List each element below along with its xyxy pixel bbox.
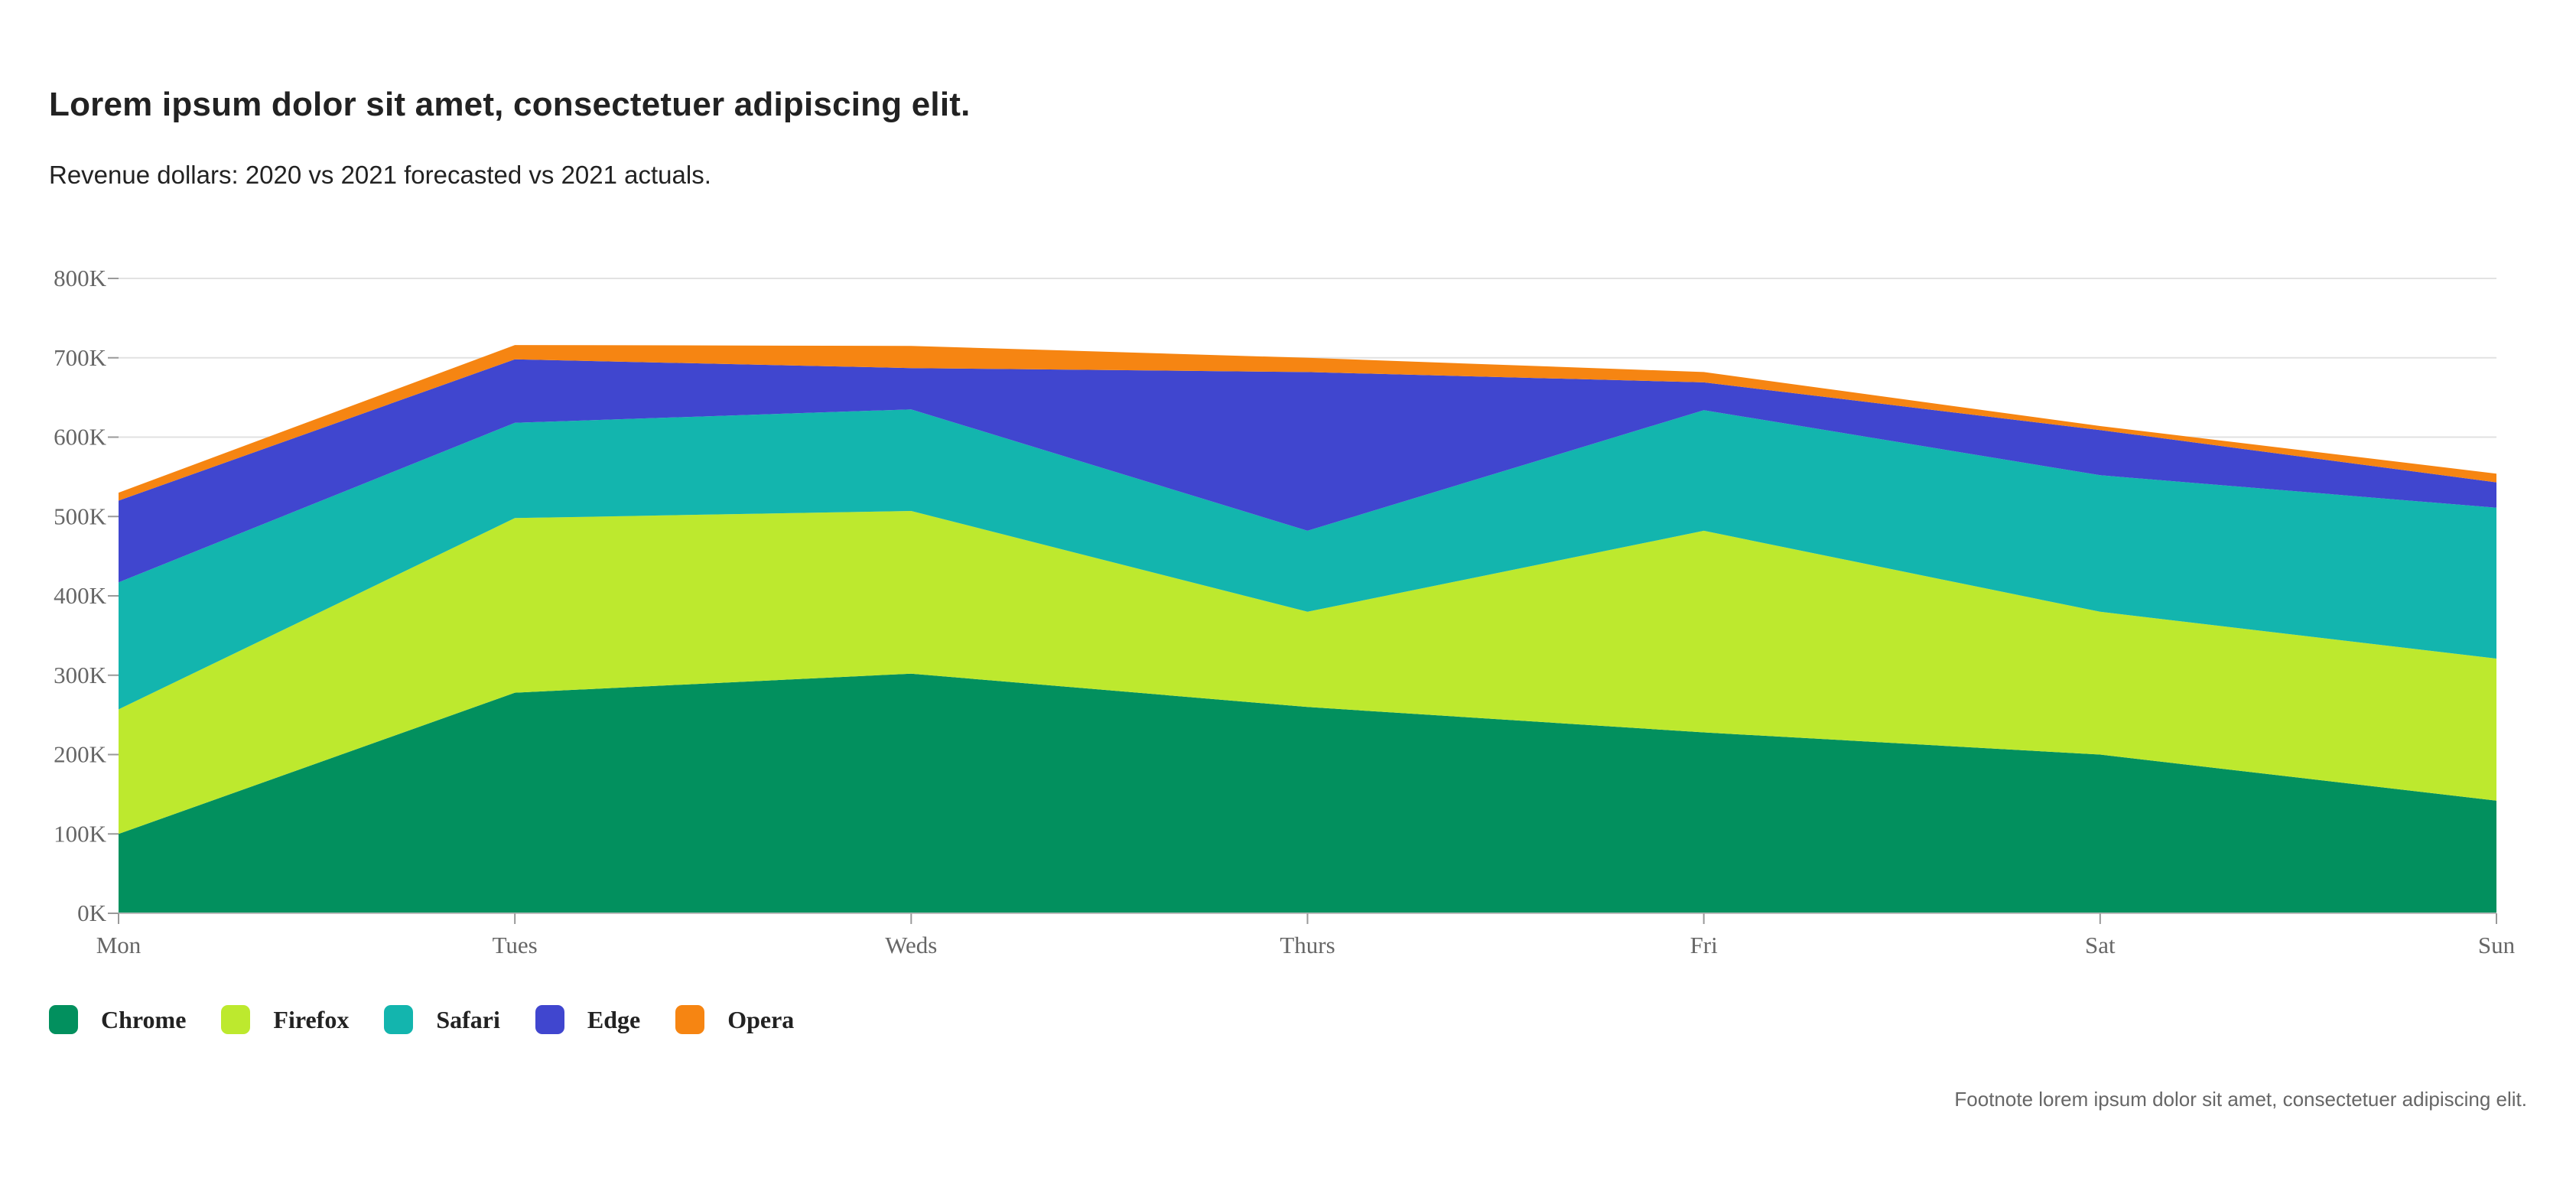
legend-label-chrome: Chrome [101, 1005, 187, 1033]
legend-label-firefox: Firefox [273, 1005, 350, 1033]
area-chrome [119, 673, 2496, 913]
legend-label-opera: Opera [727, 1005, 795, 1033]
legend-label-edge: Edge [587, 1005, 641, 1033]
y-tick-label: 100K [54, 820, 107, 847]
y-tick-label: 600K [54, 424, 107, 451]
chart-title: Lorem ipsum dolor sit amet, consectetuer… [49, 86, 971, 123]
area-firefox [119, 511, 2496, 835]
x-tick-label: Mon [96, 932, 141, 958]
chart-legend: Chrome Firefox Safari Edge Opera [49, 1005, 829, 1034]
legend-item-firefox[interactable]: Firefox [221, 1005, 349, 1034]
area-safari [119, 409, 2496, 710]
legend-item-chrome[interactable]: Chrome [49, 1005, 186, 1034]
legend-item-safari[interactable]: Safari [384, 1005, 500, 1034]
legend-item-opera[interactable]: Opera [675, 1005, 794, 1034]
legend-swatch-chrome [49, 1005, 78, 1034]
x-tick-label: Thurs [1280, 932, 1335, 958]
y-tick-label: 0K [77, 900, 107, 926]
y-tick-label: 200K [54, 741, 107, 768]
x-tick-label: Weds [885, 932, 937, 958]
y-tick-label: 400K [54, 582, 107, 609]
x-tick-label: Sun [2478, 932, 2516, 958]
legend-swatch-safari [384, 1005, 414, 1034]
legend-item-edge[interactable]: Edge [535, 1005, 640, 1034]
x-tick-label: Fri [1690, 932, 1719, 958]
legend-label-safari: Safari [436, 1005, 500, 1033]
area-edge [119, 359, 2496, 583]
chart-footnote: Footnote lorem ipsum dolor sit amet, con… [1954, 1088, 2527, 1111]
legend-swatch-opera [675, 1005, 705, 1034]
chart-subtitle: Revenue dollars: 2020 vs 2021 forecasted… [49, 161, 711, 189]
y-tick-label: 700K [54, 344, 107, 371]
y-tick-label: 300K [54, 662, 107, 688]
stacked-area-chart: 0K 100K 200K 300K 400K 500K 600K 700K 800K Mon Tue… [54, 265, 2516, 958]
y-tick-label: 500K [54, 503, 107, 529]
x-tick-label: Tues [493, 932, 538, 958]
y-tick-label: 800K [54, 265, 107, 291]
legend-swatch-firefox [221, 1005, 251, 1034]
legend-swatch-edge [535, 1005, 564, 1034]
x-tick-label: Sat [2085, 932, 2116, 958]
